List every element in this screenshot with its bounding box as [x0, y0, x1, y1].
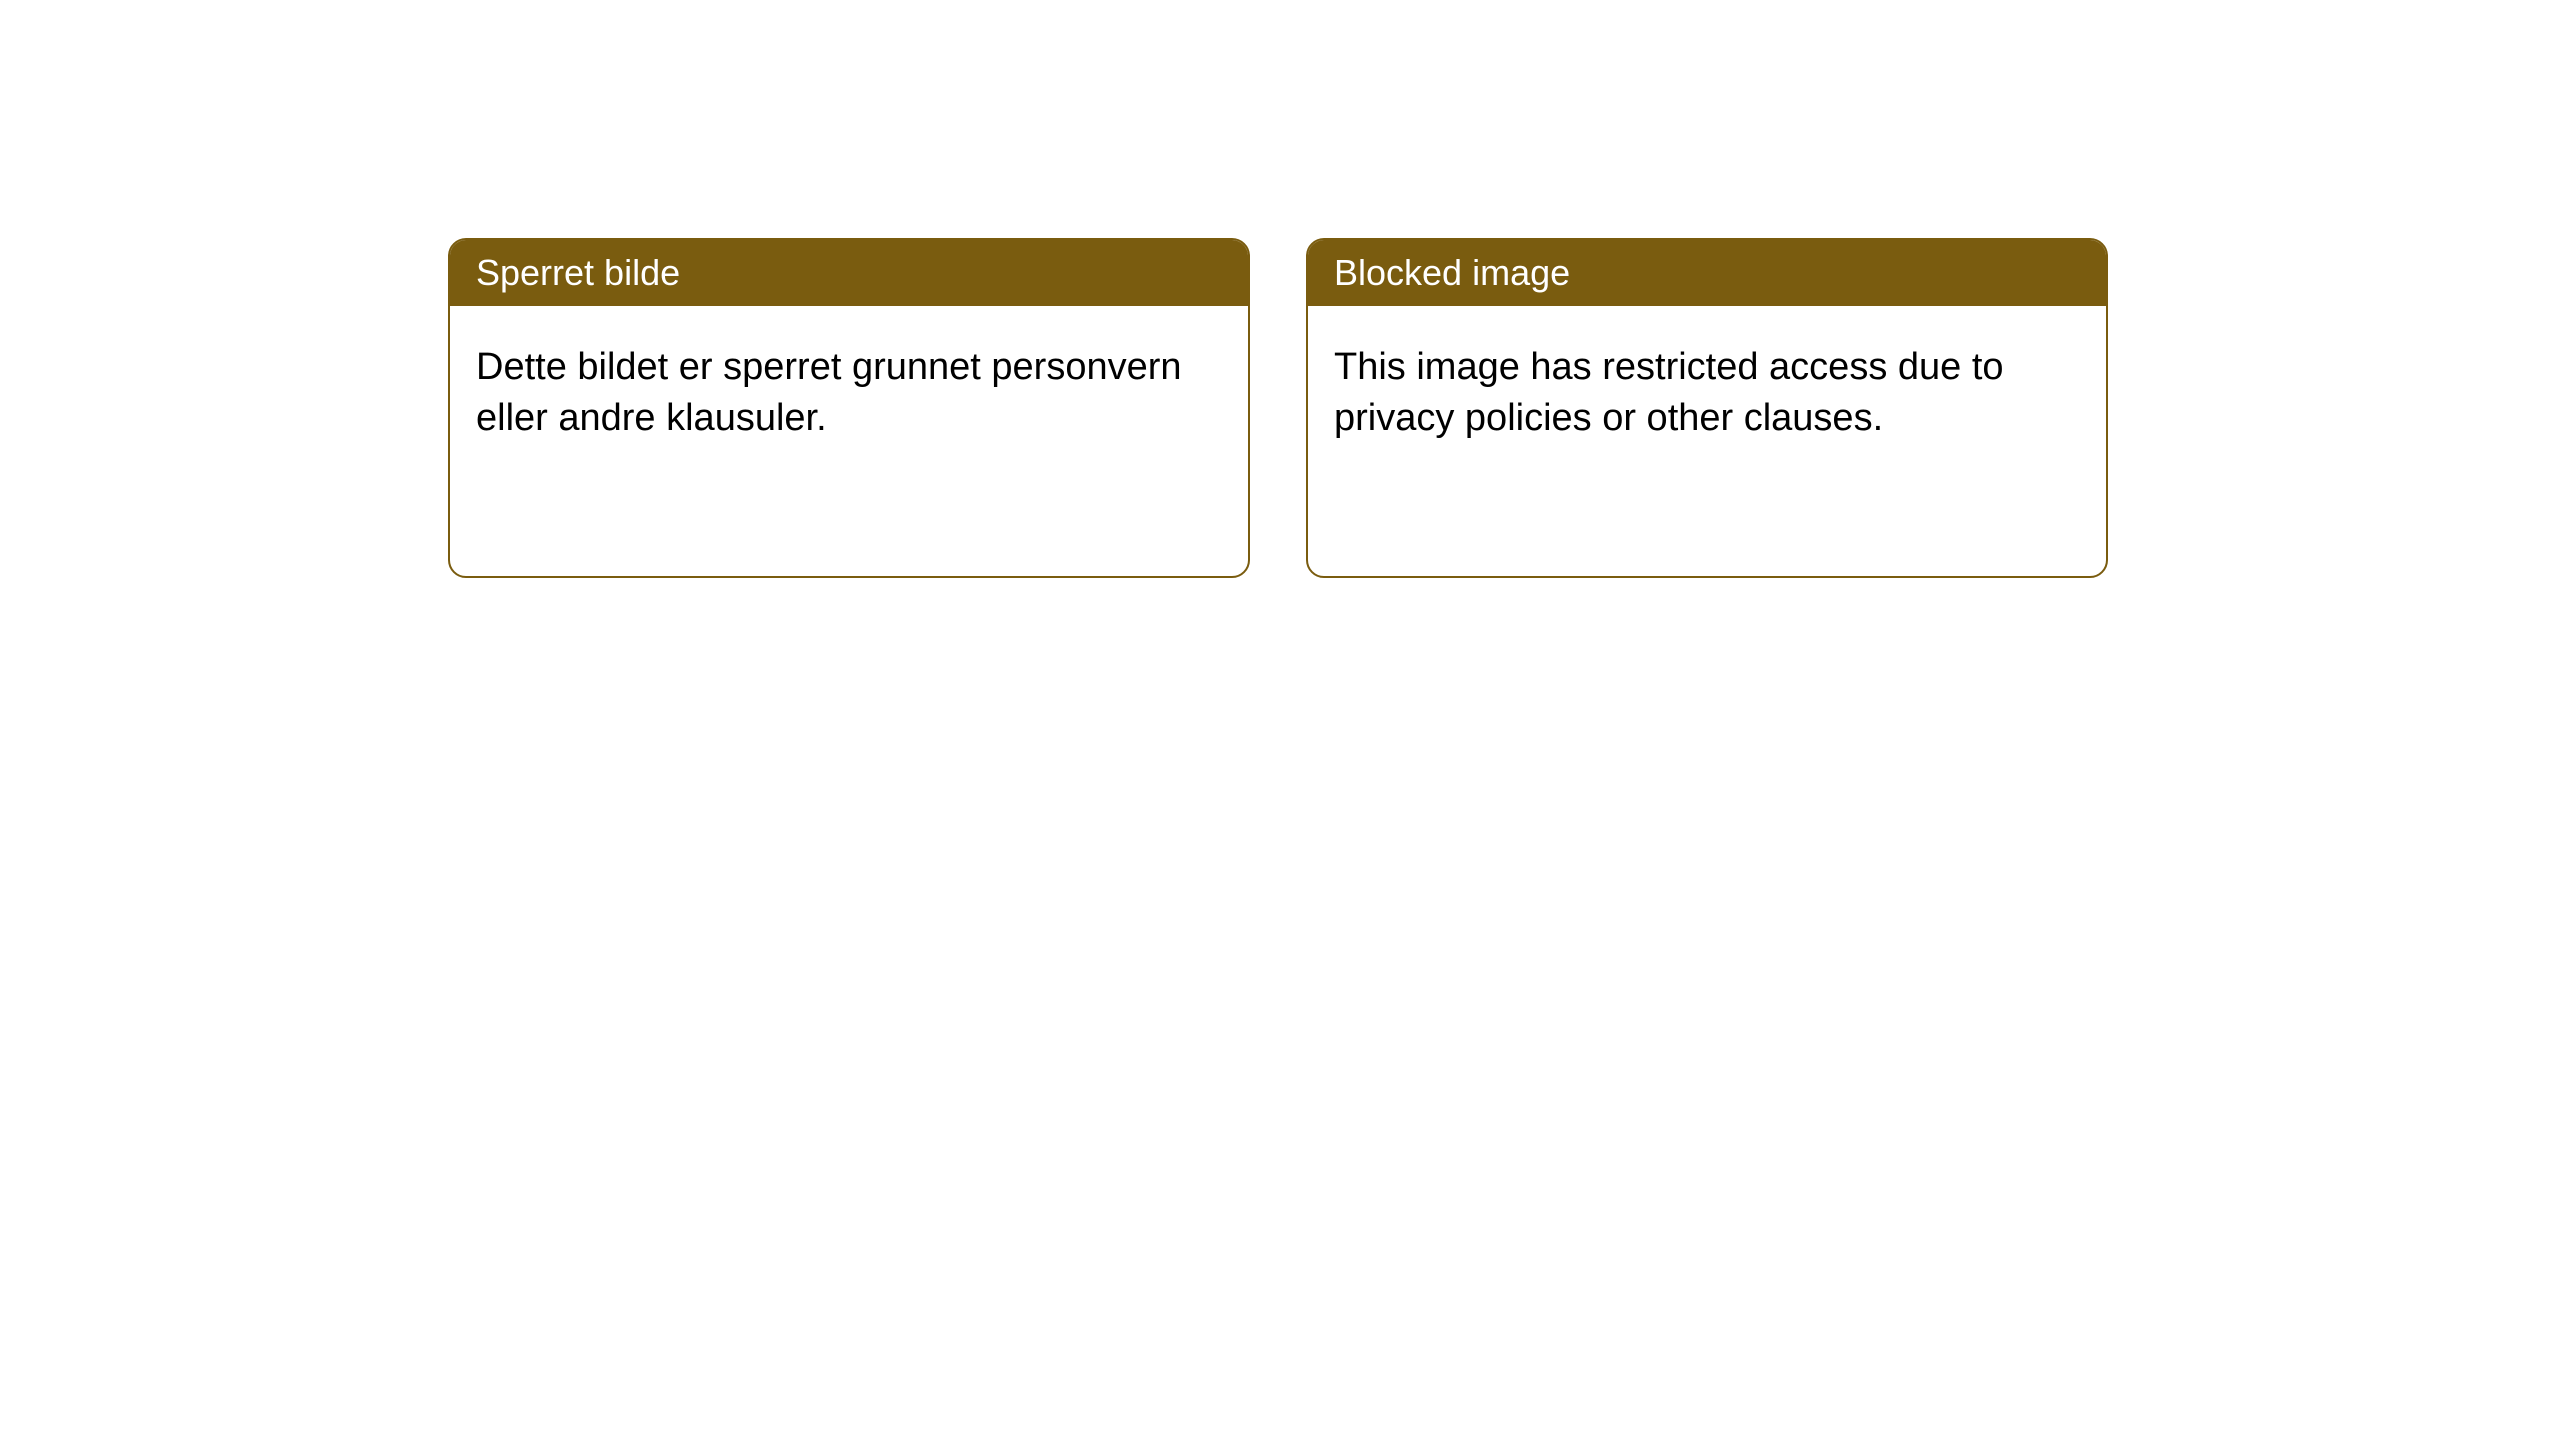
card-title: Sperret bilde — [476, 252, 680, 293]
notice-card-english: Blocked image This image has restricted … — [1306, 238, 2108, 578]
notice-container: Sperret bilde Dette bildet er sperret gr… — [448, 238, 2108, 578]
card-header: Sperret bilde — [450, 240, 1248, 306]
notice-card-norwegian: Sperret bilde Dette bildet er sperret gr… — [448, 238, 1250, 578]
card-title: Blocked image — [1334, 252, 1570, 293]
card-body-text: Dette bildet er sperret grunnet personve… — [476, 346, 1182, 439]
card-body: Dette bildet er sperret grunnet personve… — [450, 306, 1248, 576]
card-header: Blocked image — [1308, 240, 2106, 306]
card-body: This image has restricted access due to … — [1308, 306, 2106, 576]
card-body-text: This image has restricted access due to … — [1334, 346, 2004, 439]
